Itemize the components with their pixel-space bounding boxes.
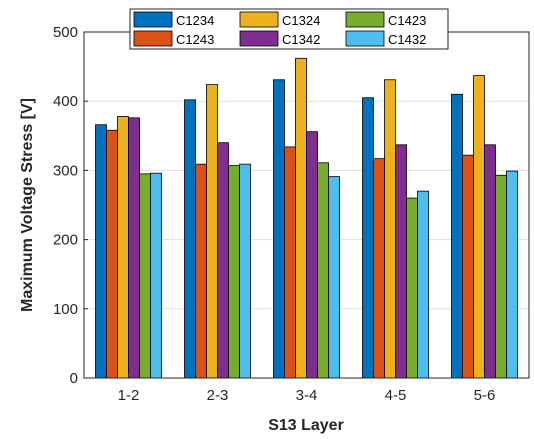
bar [139,173,151,379]
x-tick-label: 4-5 [385,387,407,404]
y-axis: 0 100 200 300 400 500 [53,24,88,387]
legend-label: C1324 [282,13,320,28]
bar [295,57,307,379]
bar [239,163,251,379]
y-tick-label: 300 [53,162,78,179]
y-tick-label: 500 [53,24,78,41]
bar [395,144,407,379]
bar [506,170,518,379]
x-tick-label: 2-3 [207,387,229,404]
bar [106,129,118,379]
legend-label: C1432 [388,32,426,47]
legend-swatch [133,11,173,28]
x-tick-label: 3-4 [296,387,318,404]
legend-swatch [133,30,173,47]
x-axis-label: S13 Layer [268,417,344,434]
bar [117,116,129,379]
bar [95,124,107,379]
legend-label: C1243 [176,32,214,47]
x-axis: 1-2 2-3 3-4 4-5 5-6 [118,374,496,404]
bar [462,154,474,379]
bar [128,117,140,379]
bar [417,190,429,379]
bar [150,172,162,379]
bar [284,146,296,379]
bar [228,165,240,379]
bar-series [95,57,518,379]
x-tick-label: 5-6 [474,387,496,404]
bar [495,174,507,379]
legend-label: C1234 [176,13,214,28]
legend: C1234 C1243 C1324 C1342 C1423 C1432 [129,8,449,50]
y-tick-label: 0 [70,370,78,387]
bar [484,144,496,379]
bar [328,176,340,379]
bar [217,142,229,379]
y-axis-label: Maximum Voltage Stress [V] [19,98,36,312]
bar [206,84,218,379]
y-tick-label: 400 [53,93,78,110]
bar [317,162,329,379]
legend-swatch [345,30,385,47]
bar [362,97,374,379]
legend-box [129,8,449,50]
bar [195,163,207,379]
bar [184,99,196,379]
legend-label: C1342 [282,32,320,47]
legend-swatch [239,30,279,47]
legend-swatch [345,11,385,28]
x-tick-label: 1-2 [118,387,140,404]
y-tick-label: 100 [53,301,78,318]
bar [406,197,418,379]
bar [451,93,463,379]
bar [306,131,318,379]
bar [273,79,285,379]
legend-label: C1423 [388,13,426,28]
bar [384,79,396,379]
bar [373,158,385,379]
legend-swatch [239,11,279,28]
bar [473,75,485,379]
y-tick-label: 200 [53,232,78,249]
